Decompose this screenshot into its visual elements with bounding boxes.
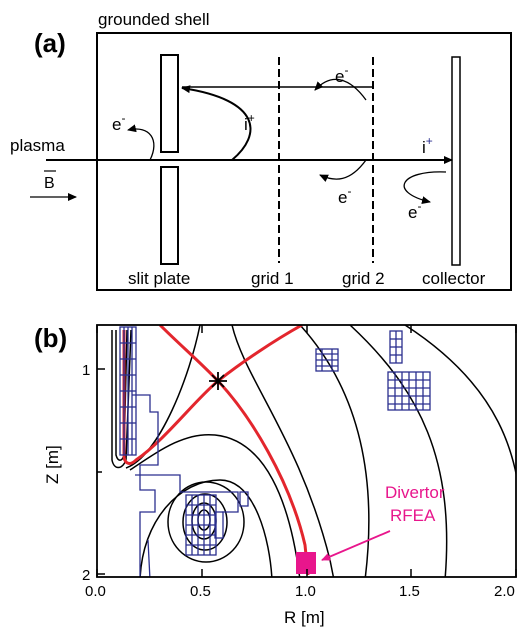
grid-2-label: grid 2 [342,269,385,288]
divertor-rfea-marker [296,552,316,574]
grid-1-label: grid 1 [251,269,294,288]
y-tick-label: 1 [82,362,90,379]
separatrix-right-leg [158,325,310,576]
slit-plate-lower [160,166,179,265]
grounded-shell-box [96,32,512,291]
flux-contour [182,493,228,551]
panel-a-label: (a) [34,28,66,58]
divertor-coil-small [239,491,249,507]
panel-a: (a) grounded shell plasma B e- i+ e- e- [10,10,512,291]
electron-path-collector [403,171,447,205]
rfea-arrow [321,530,391,561]
divertor-coil-small [214,511,224,539]
slit-plate-upper [160,54,179,153]
collector-label: collector [422,269,486,288]
y-tick-marks [97,368,105,575]
y-axis-label: Z [m] [43,445,62,484]
electron-path-slit [127,124,155,161]
rfea-annotation-line2: RFEA [390,506,436,525]
flux-contour [299,325,370,577]
b-field-label: B [44,175,55,192]
flux-contours [111,325,516,577]
y-tick-label: 2 [82,567,90,584]
flux-contour [349,325,448,577]
x-tick-label: 2.0 [494,583,515,600]
separatrix-left-upper [122,325,303,465]
grounded-shell-label: grounded shell [98,10,210,29]
plasma-label: plasma [10,136,65,155]
rfea-annotation-line1: Divertor [385,483,445,502]
electron-path-upper [314,78,367,101]
separatrix [122,325,310,576]
plot-content [111,325,516,577]
divertor-structure [147,539,151,577]
ion-path-reflected [181,85,252,161]
machine-structure [119,326,431,577]
divertor-structure [135,474,239,513]
x-tick-label: 1.0 [295,583,316,600]
x-tick-marks [96,325,517,577]
flux-contour [125,325,201,469]
flux-contour [404,325,516,477]
flux-contour [231,325,335,577]
flux-contour [167,481,245,563]
x-point-marker [209,372,227,390]
collector-plate [451,56,461,266]
x-tick-label: 0.0 [85,583,106,600]
panel-b: (b) [34,323,517,627]
ion-label-grid: i+ [244,111,255,134]
vessel-wall [132,394,159,577]
x-tick-label: 1.5 [399,583,420,600]
electron-path-lower [319,159,367,183]
slit-plate-label: slit plate [128,269,190,288]
electron-label-upper: e- [335,63,348,86]
electron-label-collector: e- [408,199,421,222]
panel-b-label: (b) [34,323,67,353]
electron-label-slit: e- [112,111,125,134]
x-axis-label: R [m] [284,608,325,627]
flux-contour [139,479,273,577]
electron-label-lower: e- [338,184,351,207]
flux-contour [129,433,301,577]
ion-label-collector: i+ [422,134,433,157]
x-tick-label: 0.5 [190,583,211,600]
